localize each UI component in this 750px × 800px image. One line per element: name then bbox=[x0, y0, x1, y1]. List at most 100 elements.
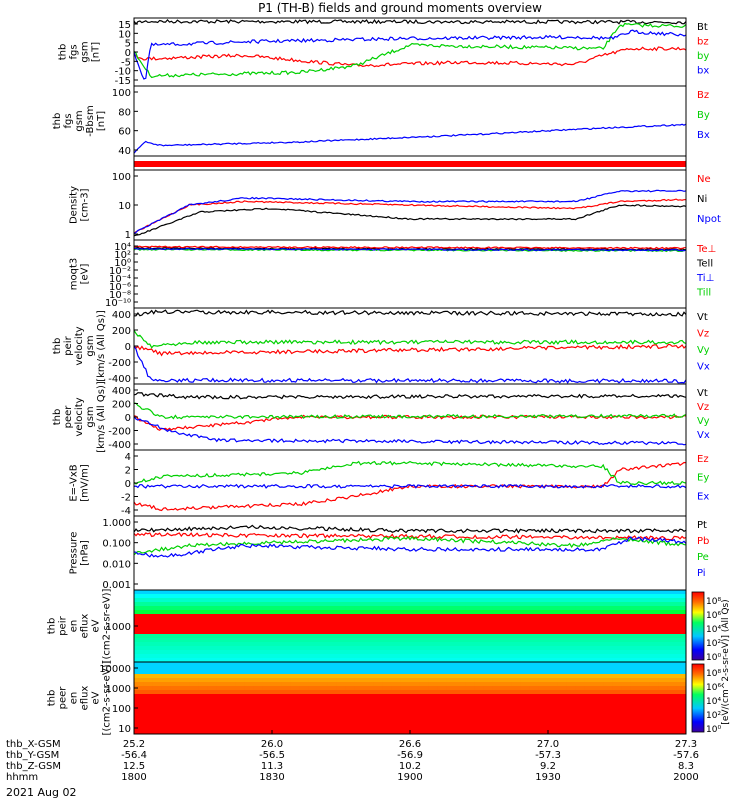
heat-cell bbox=[446, 670, 457, 675]
heat-cell bbox=[198, 662, 209, 667]
heat-cell bbox=[180, 590, 190, 595]
heat-cell bbox=[640, 654, 650, 659]
heat-cell bbox=[161, 722, 172, 727]
heat-cell bbox=[226, 646, 236, 651]
heat-cell bbox=[446, 714, 457, 719]
heat-cell bbox=[226, 634, 236, 639]
heat-cell bbox=[492, 706, 503, 711]
heat-cell bbox=[446, 650, 457, 655]
heat-cell bbox=[382, 706, 393, 711]
heat-cell bbox=[272, 606, 282, 611]
heat-cell bbox=[502, 706, 512, 711]
heat-cell bbox=[566, 654, 577, 659]
heat-cell bbox=[419, 598, 429, 603]
heat-cell bbox=[134, 618, 144, 623]
heat-cell bbox=[226, 642, 236, 647]
heat-cell bbox=[474, 650, 485, 655]
heat-cell bbox=[400, 642, 411, 647]
heat-cell bbox=[161, 698, 172, 703]
heat-cell bbox=[345, 626, 356, 631]
heat-cell bbox=[465, 722, 475, 727]
heat-cell bbox=[676, 678, 687, 683]
heat-cell bbox=[299, 626, 310, 631]
heat-cell bbox=[152, 698, 163, 703]
heat-cell bbox=[161, 678, 172, 683]
heat-cell bbox=[603, 642, 613, 647]
heat-cell bbox=[318, 598, 328, 603]
ytick-label: -2 bbox=[121, 493, 131, 504]
heat-cell bbox=[262, 710, 273, 715]
heat-cell bbox=[207, 614, 218, 619]
heat-cell bbox=[161, 662, 172, 667]
heat-cell bbox=[253, 726, 264, 731]
heat-cell bbox=[189, 622, 199, 627]
heat-cell bbox=[180, 642, 190, 647]
heat-cell bbox=[244, 658, 255, 663]
heat-cell bbox=[391, 702, 402, 707]
heat-cell bbox=[667, 638, 678, 643]
heat-cell bbox=[143, 670, 153, 675]
heat-cell bbox=[658, 654, 669, 659]
heat-cell bbox=[492, 618, 503, 623]
heat-cell bbox=[235, 718, 245, 723]
heat-cell bbox=[364, 718, 374, 723]
heat-cell bbox=[502, 610, 512, 615]
heat-cell bbox=[400, 718, 411, 723]
heat-cell bbox=[262, 690, 273, 695]
heat-cell bbox=[364, 674, 374, 679]
heat-cell bbox=[180, 694, 190, 699]
heat-cell bbox=[189, 606, 199, 611]
heat-cell bbox=[557, 662, 567, 667]
heat-cell bbox=[318, 634, 328, 639]
heat-cell bbox=[354, 730, 365, 735]
heat-cell bbox=[226, 618, 236, 623]
heat-cell bbox=[529, 634, 540, 639]
heat-cell bbox=[253, 670, 264, 675]
heat-cell bbox=[612, 706, 623, 711]
heat-cell bbox=[143, 598, 153, 603]
heat-cell bbox=[649, 710, 659, 715]
heat-cell bbox=[161, 714, 172, 719]
heat-cell bbox=[529, 602, 540, 607]
xaxis-value: 27.3 bbox=[675, 739, 697, 750]
heat-cell bbox=[538, 678, 549, 683]
heat-cell bbox=[235, 626, 245, 631]
heat-cell bbox=[630, 686, 641, 691]
heat-cell bbox=[511, 670, 521, 675]
heat-cell bbox=[456, 642, 466, 647]
heat-cell bbox=[456, 698, 466, 703]
heat-cell bbox=[630, 638, 641, 643]
heat-cell bbox=[391, 714, 402, 719]
heat-cell bbox=[410, 722, 420, 727]
heat-cell bbox=[474, 690, 485, 695]
heat-cell bbox=[667, 598, 678, 603]
heat-cell bbox=[474, 662, 485, 667]
heat-cell bbox=[520, 726, 531, 731]
heat-cell bbox=[410, 654, 420, 659]
heat-cell bbox=[566, 702, 577, 707]
heat-cell bbox=[143, 682, 153, 687]
heat-cell bbox=[483, 702, 494, 707]
heat-cell bbox=[336, 634, 347, 639]
heat-cell bbox=[207, 678, 218, 683]
heat-cell bbox=[290, 718, 301, 723]
ytick-label: 5 bbox=[125, 39, 131, 50]
heat-cell bbox=[308, 598, 319, 603]
heat-cell bbox=[649, 590, 659, 595]
heat-cell bbox=[262, 638, 273, 643]
heat-cell bbox=[290, 702, 301, 707]
heat-cell bbox=[658, 650, 669, 655]
heat-cell bbox=[465, 610, 475, 615]
heat-cell bbox=[446, 602, 457, 607]
heat-cell bbox=[244, 650, 255, 655]
heat-cell bbox=[364, 634, 374, 639]
heat-cell bbox=[630, 714, 641, 719]
heat-cell bbox=[290, 658, 301, 663]
heat-cell bbox=[207, 630, 218, 635]
heat-cell bbox=[318, 594, 328, 599]
heat-cell bbox=[327, 662, 337, 667]
heat-cell bbox=[281, 610, 291, 615]
heat-cell bbox=[465, 646, 475, 651]
